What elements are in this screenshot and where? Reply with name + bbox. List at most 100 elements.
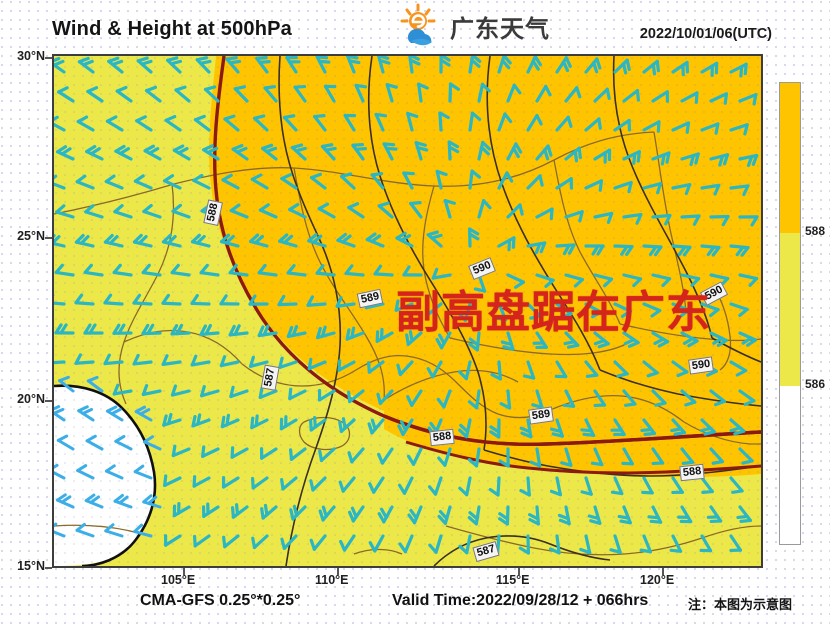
wind-barb bbox=[161, 293, 182, 306]
wind-barb bbox=[622, 389, 637, 407]
wind-barb bbox=[436, 389, 452, 409]
wind-barb bbox=[309, 476, 327, 492]
wind-barb bbox=[613, 118, 632, 132]
wind-barb bbox=[651, 273, 672, 288]
wind-barb bbox=[112, 323, 133, 335]
lon-tick-120°E: 120°E bbox=[640, 573, 675, 587]
wind-barb bbox=[680, 91, 699, 104]
wind-barb bbox=[443, 199, 456, 219]
wind-barb bbox=[397, 418, 414, 437]
schematic-note: 注：本图为示意图 bbox=[688, 597, 793, 612]
wind-barb bbox=[192, 475, 211, 488]
wind-barb bbox=[133, 174, 153, 190]
wind-barb bbox=[651, 213, 672, 226]
wind-barb bbox=[700, 122, 720, 135]
wind-barb bbox=[642, 120, 661, 133]
lon-tick-110°E: 110°E bbox=[315, 573, 349, 587]
wind-barb bbox=[347, 447, 365, 464]
contour-label-588-6: 588 bbox=[429, 428, 456, 447]
wind-barb bbox=[738, 331, 758, 347]
wind-barb bbox=[414, 141, 429, 161]
wind-barb bbox=[555, 115, 573, 132]
wind-barb bbox=[613, 360, 629, 378]
wind-barb bbox=[642, 244, 663, 257]
wind-barb bbox=[699, 418, 716, 436]
wind-barb bbox=[669, 534, 683, 553]
wind-barb bbox=[219, 294, 240, 306]
wind-barb bbox=[75, 522, 95, 538]
wind-barb bbox=[439, 56, 451, 74]
wind-barb bbox=[535, 273, 555, 288]
wind-barb bbox=[535, 84, 552, 103]
lon-tick-mark bbox=[183, 568, 185, 575]
wind-barb bbox=[261, 143, 278, 161]
wind-barb bbox=[457, 302, 472, 322]
wind-barb bbox=[54, 405, 66, 422]
wind-barb bbox=[529, 447, 542, 468]
wind-barb bbox=[377, 201, 394, 219]
wind-barb bbox=[642, 302, 662, 318]
wind-barb bbox=[280, 476, 298, 491]
wind-barb bbox=[317, 202, 336, 219]
wind-barb bbox=[366, 360, 385, 374]
wind-barb bbox=[587, 505, 602, 525]
wind-barb bbox=[199, 323, 220, 336]
wind-barb bbox=[320, 143, 337, 161]
geopotential-height-colorbar[interactable] bbox=[779, 82, 801, 545]
wind-barb bbox=[709, 153, 730, 167]
lat-tick-15°N: 15°N bbox=[17, 559, 45, 573]
wind-barb bbox=[468, 227, 480, 248]
wind-barb bbox=[250, 414, 269, 430]
wind-barb bbox=[409, 201, 423, 219]
wind-barb bbox=[564, 146, 582, 163]
brand-logo-text: 广东天气 bbox=[450, 15, 550, 43]
wind-barb bbox=[54, 522, 66, 538]
wind-barb bbox=[251, 534, 269, 550]
wind-barb bbox=[229, 203, 249, 219]
wind-barb bbox=[593, 389, 607, 408]
lat-tick-mark bbox=[45, 400, 52, 402]
wind-barb bbox=[104, 523, 124, 538]
wind-barb bbox=[622, 331, 640, 348]
wind-barb bbox=[54, 233, 66, 248]
lon-tick-105°E: 105°E bbox=[161, 573, 196, 587]
wind-barb bbox=[706, 505, 723, 524]
wind-barb bbox=[468, 331, 481, 352]
wind-barb bbox=[584, 244, 605, 256]
wind-barb bbox=[75, 174, 95, 190]
wind-barb bbox=[263, 85, 278, 103]
wind-barb bbox=[590, 447, 604, 467]
colorbar-segment-2 bbox=[780, 386, 800, 544]
wind-barb bbox=[617, 505, 632, 525]
wind-barb bbox=[729, 184, 750, 197]
wind-barb bbox=[190, 354, 211, 367]
weather-map[interactable]: 588 587 589 590 590 589 588 588 587 590 bbox=[52, 54, 763, 568]
wind-barb bbox=[700, 244, 721, 257]
wind-barb bbox=[613, 244, 634, 256]
wind-barb bbox=[199, 263, 220, 277]
wind-barb bbox=[193, 114, 211, 132]
wind-barb bbox=[729, 476, 744, 494]
wind-barb bbox=[257, 263, 278, 277]
wind-barb bbox=[307, 357, 327, 371]
wind-barb bbox=[428, 534, 443, 554]
wind-barb bbox=[112, 383, 133, 396]
wind-barb bbox=[258, 203, 278, 219]
wind-barb bbox=[458, 534, 472, 555]
wind-barb bbox=[671, 60, 690, 77]
wind-barb bbox=[228, 263, 249, 277]
wind-barb bbox=[555, 302, 573, 319]
wind-barb bbox=[709, 447, 725, 465]
wind-barb bbox=[277, 294, 298, 307]
wind-barb bbox=[190, 294, 211, 306]
wind-barb bbox=[651, 151, 671, 166]
wind-barb bbox=[85, 144, 104, 161]
wind-barb bbox=[307, 233, 327, 248]
wind-barb bbox=[406, 389, 423, 407]
wind-barb bbox=[426, 230, 443, 248]
wind-barb bbox=[437, 505, 452, 525]
wind-barb bbox=[593, 148, 612, 164]
wind-barb bbox=[142, 494, 162, 509]
wind-barb bbox=[700, 302, 720, 318]
wind-barb bbox=[172, 144, 191, 161]
